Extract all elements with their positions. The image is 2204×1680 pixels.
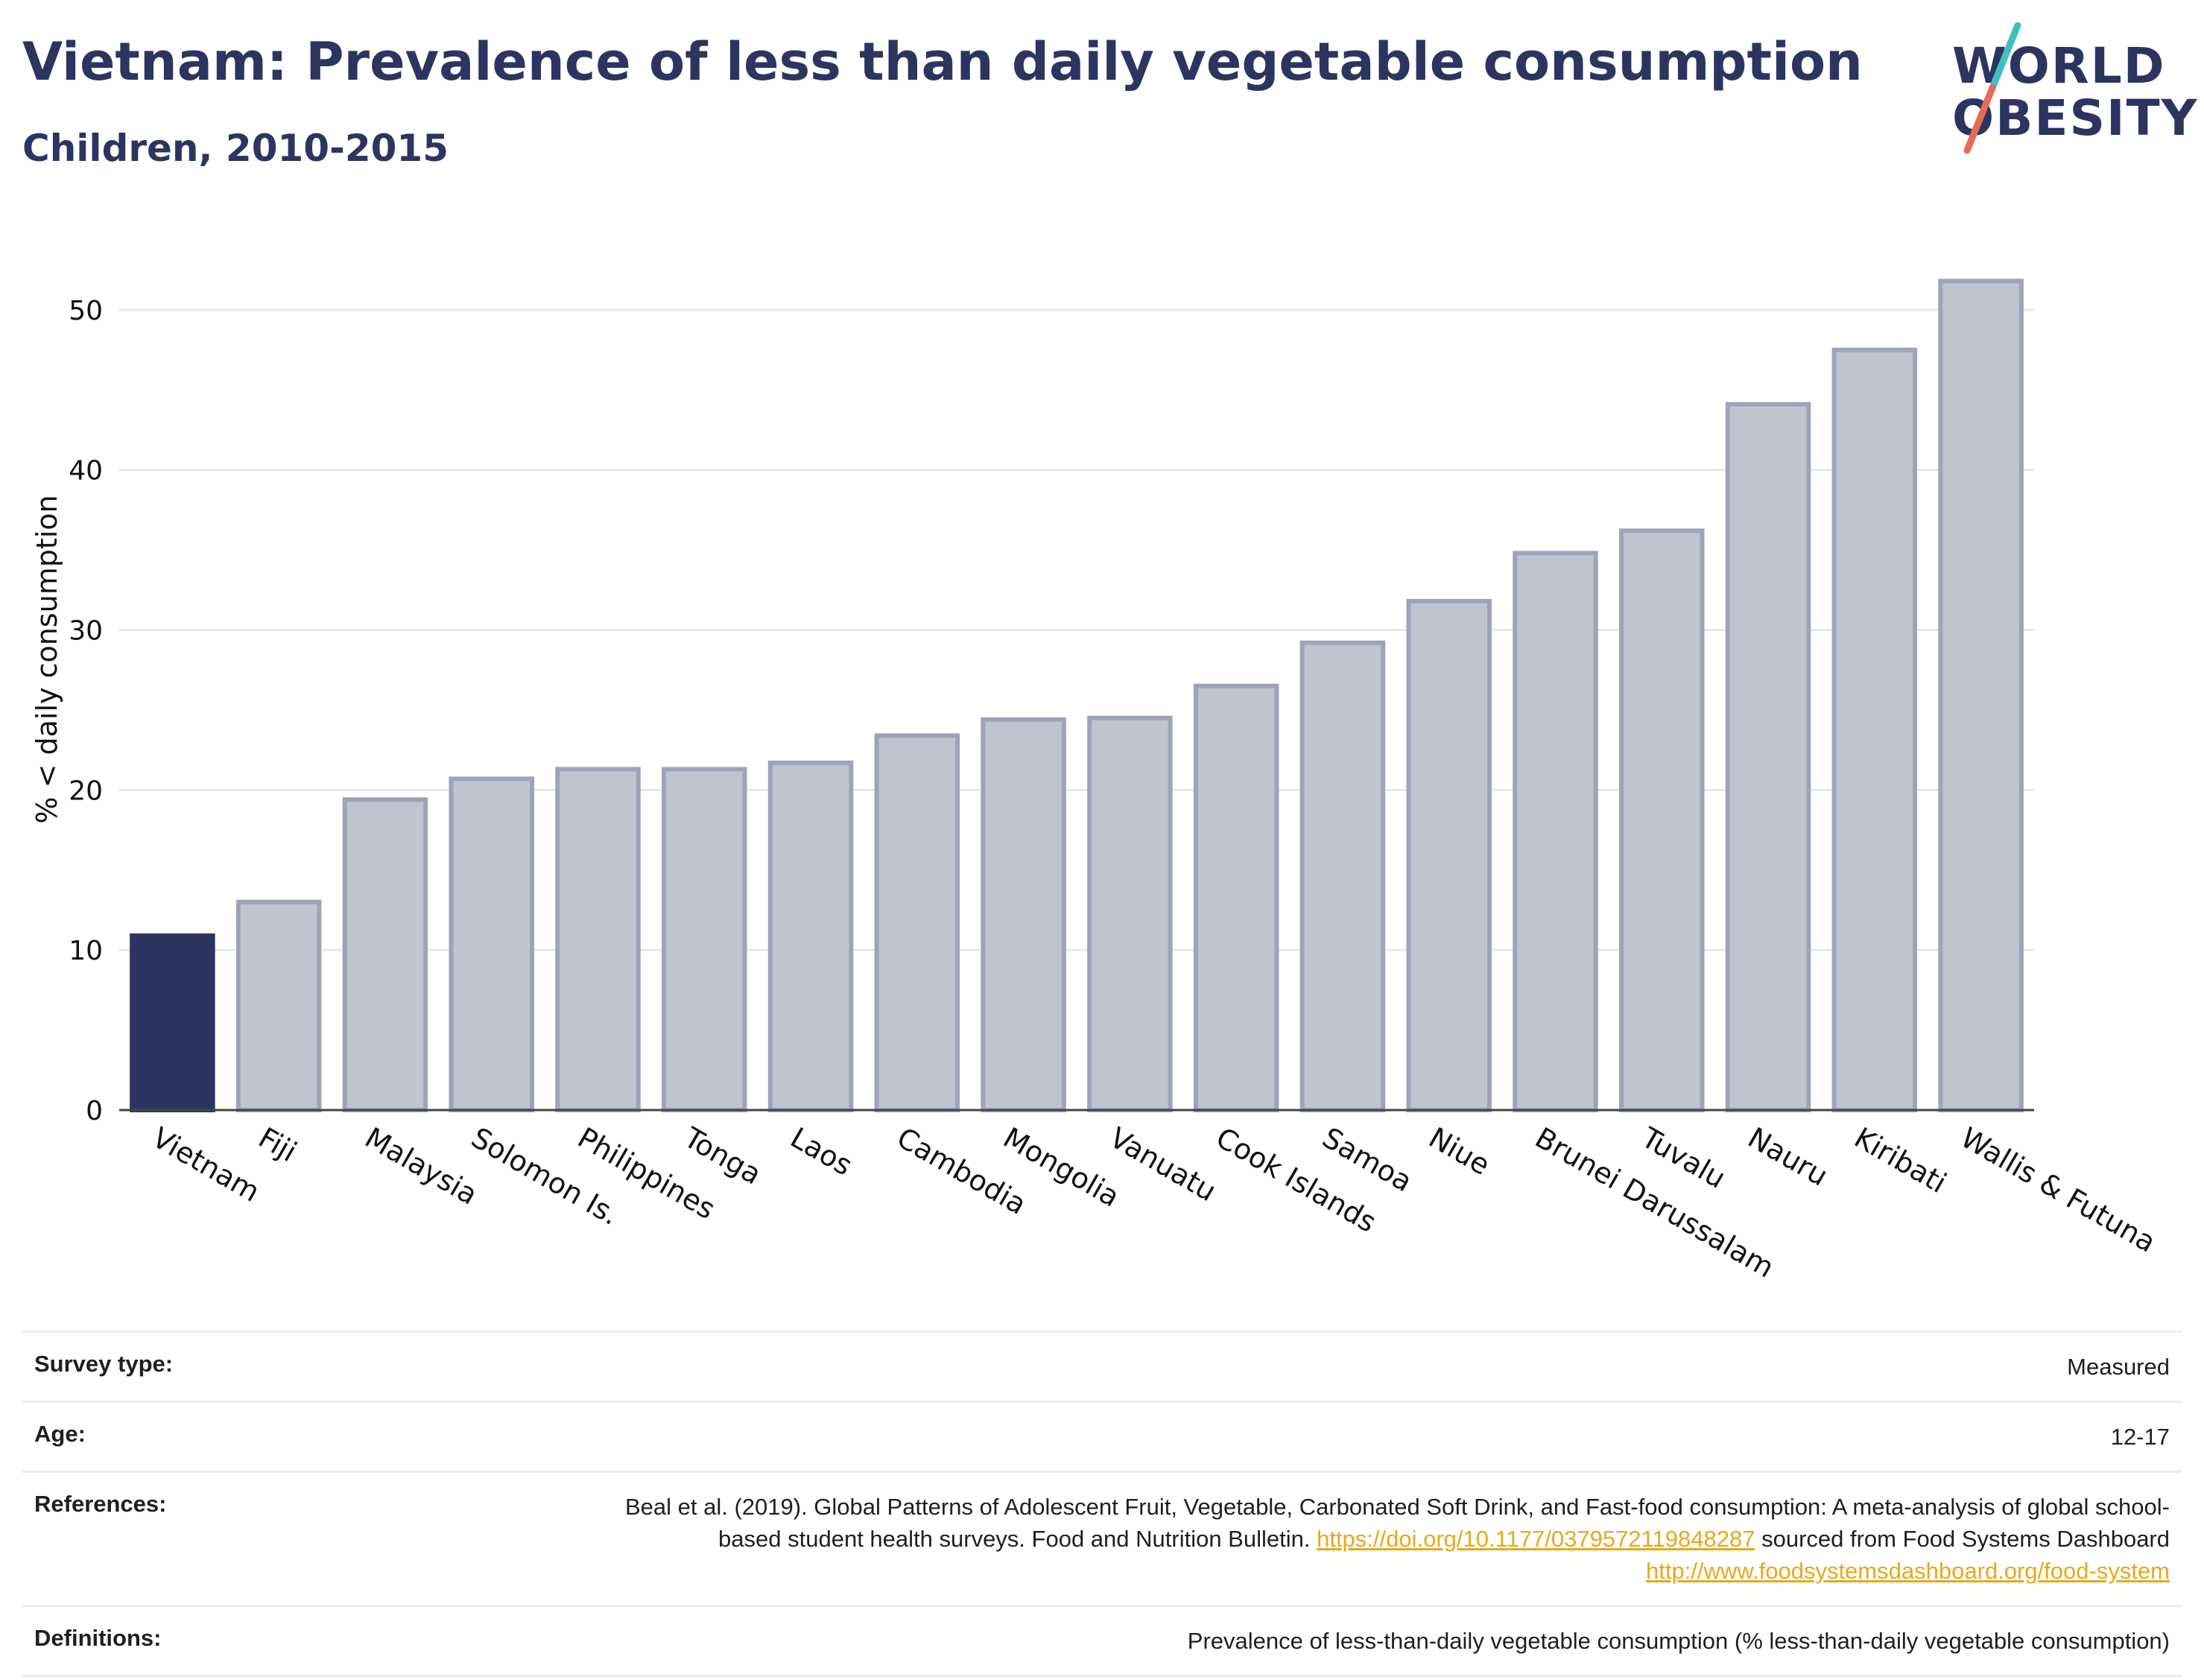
references-row: References: Beal et al. (2019). Global P… <box>22 1471 2182 1605</box>
bar-solomon-is <box>449 776 534 1112</box>
bar-nauru <box>1725 402 1811 1112</box>
y-tick-label: 0 <box>86 1096 103 1126</box>
y-tick-label: 10 <box>69 936 103 966</box>
bar-fiji <box>235 899 322 1112</box>
x-tick-label: Vietnam <box>147 1121 265 1208</box>
age-label: Age: <box>34 1421 86 1447</box>
definitions-row: Definitions: Prevalence of less-than-dai… <box>22 1605 2182 1677</box>
gridlines <box>119 308 2034 951</box>
bar-vietnam <box>130 933 215 1113</box>
bar-vanuatu <box>1087 715 1173 1112</box>
survey-type-label: Survey type: <box>34 1351 174 1377</box>
survey-type-value: Measured <box>2067 1354 2170 1380</box>
bar-wallis-futuna <box>1938 279 2024 1112</box>
age-row: Age: 12-17 <box>22 1401 2182 1471</box>
metadata-table: Survey type: Measured Age: 12-17 Referen… <box>22 1331 2182 1677</box>
age-value: 12-17 <box>2110 1424 2170 1450</box>
x-tick-label: Kiribati <box>1849 1121 1952 1199</box>
x-tick-label: Nauru <box>1743 1121 1834 1193</box>
doi-link[interactable]: https://doi.org/10.1177/0379572119848287 <box>1317 1526 1755 1552</box>
dashboard-link[interactable]: http://www.foodsystemsdashboard.org/food… <box>1646 1558 2170 1584</box>
survey-type-row: Survey type: Measured <box>22 1331 2182 1401</box>
y-axis-label: % < daily consumption <box>31 495 63 823</box>
chart-title: Vietnam: Prevalence of less than daily v… <box>22 31 1863 92</box>
bar-tonga <box>662 767 747 1112</box>
logo-line1: WORLD <box>1952 37 2166 95</box>
x-tick-label: Wallis & Futuna <box>1955 1121 2162 1259</box>
logo-line2: OBESITY <box>1952 89 2199 147</box>
logo-slash-icon <box>1963 22 2021 154</box>
y-tick-label: 30 <box>69 616 103 647</box>
references-label: References: <box>34 1491 167 1517</box>
bar-kiribati <box>1831 347 1918 1112</box>
bar-brunei-darussalam <box>1513 551 1598 1112</box>
definitions-value: Prevalence of less-than-daily vegetable … <box>1187 1628 2170 1654</box>
y-tick-label: 40 <box>69 456 103 486</box>
y-tick-label: 20 <box>69 776 103 806</box>
bar-mongolia <box>981 717 1066 1112</box>
chart-subtitle: Children, 2010-2015 <box>22 127 449 170</box>
references-value: Beal et al. (2019). Global Patterns of A… <box>605 1491 2170 1587</box>
bar-samoa <box>1299 640 1386 1112</box>
bar-tuvalu <box>1619 528 1705 1112</box>
bar-philippines <box>555 767 641 1112</box>
definitions-label: Definitions: <box>34 1625 162 1651</box>
bar-laos <box>767 760 854 1113</box>
references-text1: Beal et al. (2019). Global Patterns of A… <box>624 1494 2170 1552</box>
x-tick-label: Vanuatu <box>1104 1121 1222 1208</box>
bar-niue <box>1406 598 1492 1112</box>
y-tick-label: 50 <box>69 296 103 326</box>
bar-cambodia <box>874 733 960 1112</box>
x-tick-label: Fiji <box>253 1121 303 1168</box>
x-tick-label: Malaysia <box>359 1121 483 1211</box>
world-obesity-logo: WORLD OBESITY <box>1937 22 2197 156</box>
bars <box>130 279 2024 1113</box>
bar-malaysia <box>342 797 428 1113</box>
bar-cook-islands <box>1193 683 1279 1112</box>
x-tick-label: Laos <box>785 1121 858 1182</box>
references-text2: sourced from Food Systems Dashboard <box>1761 1526 2170 1552</box>
x-tick-label: Niue <box>1423 1121 1495 1182</box>
